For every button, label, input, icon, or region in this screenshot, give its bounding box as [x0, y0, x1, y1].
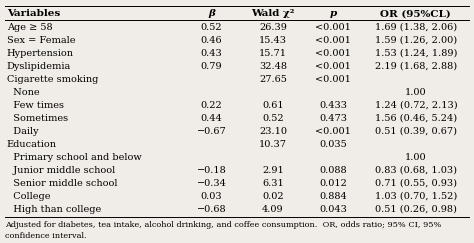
Text: Daily: Daily: [7, 127, 38, 136]
Text: Few times: Few times: [7, 101, 64, 110]
Text: −0.34: −0.34: [197, 179, 227, 188]
Text: Dyslipidemia: Dyslipidemia: [7, 62, 71, 71]
Text: 23.10: 23.10: [259, 127, 287, 136]
Text: Variables: Variables: [7, 9, 60, 18]
Text: 0.51 (0.39, 0.67): 0.51 (0.39, 0.67): [375, 127, 457, 136]
Text: 4.09: 4.09: [262, 205, 284, 214]
Text: <0.001: <0.001: [316, 23, 351, 32]
Text: β: β: [208, 9, 215, 18]
Text: None: None: [7, 88, 39, 97]
Text: 1.00: 1.00: [405, 153, 427, 162]
Text: 0.088: 0.088: [319, 166, 347, 175]
Text: 1.59 (1.26, 2.00): 1.59 (1.26, 2.00): [375, 36, 457, 45]
Text: −0.68: −0.68: [197, 205, 226, 214]
Text: 0.884: 0.884: [319, 192, 347, 201]
Text: 0.02: 0.02: [262, 192, 284, 201]
Text: 26.39: 26.39: [259, 23, 287, 32]
Text: 0.473: 0.473: [319, 114, 347, 123]
Text: <0.001: <0.001: [316, 36, 351, 45]
Text: 2.19 (1.68, 2.88): 2.19 (1.68, 2.88): [375, 62, 457, 71]
Text: <0.001: <0.001: [316, 127, 351, 136]
Text: 0.61: 0.61: [262, 101, 284, 110]
Text: 32.48: 32.48: [259, 62, 287, 71]
Text: Junior middle school: Junior middle school: [7, 166, 115, 175]
Text: 0.22: 0.22: [201, 101, 222, 110]
Text: 27.65: 27.65: [259, 75, 287, 84]
Text: 0.51 (0.26, 0.98): 0.51 (0.26, 0.98): [375, 205, 457, 214]
Text: Adjusted for diabetes, tea intake, alcohol drinking, and coffee consumption.  OR: Adjusted for diabetes, tea intake, alcoh…: [5, 221, 441, 229]
Text: −0.18: −0.18: [197, 166, 226, 175]
Text: p: p: [330, 9, 337, 18]
Text: 1.03 (0.70, 1.52): 1.03 (0.70, 1.52): [375, 192, 457, 201]
Text: 2.91: 2.91: [262, 166, 284, 175]
Text: Primary school and below: Primary school and below: [7, 153, 141, 162]
Text: confidence interval.: confidence interval.: [5, 233, 86, 241]
Text: 1.00: 1.00: [405, 88, 427, 97]
Text: 6.31: 6.31: [262, 179, 284, 188]
Text: 0.46: 0.46: [201, 36, 222, 45]
Text: 15.71: 15.71: [259, 49, 287, 58]
Text: −0.67: −0.67: [197, 127, 226, 136]
Text: 1.69 (1.38, 2.06): 1.69 (1.38, 2.06): [375, 23, 457, 32]
Text: 15.43: 15.43: [259, 36, 287, 45]
Text: 0.012: 0.012: [319, 179, 347, 188]
Text: <0.001: <0.001: [316, 49, 351, 58]
Text: 1.53 (1.24, 1.89): 1.53 (1.24, 1.89): [374, 49, 457, 58]
Text: Wald χ²: Wald χ²: [251, 9, 295, 18]
Text: 0.71 (0.55, 0.93): 0.71 (0.55, 0.93): [375, 179, 457, 188]
Text: <0.001: <0.001: [316, 62, 351, 71]
Text: High than college: High than college: [7, 205, 101, 214]
Text: Sex = Female: Sex = Female: [7, 36, 75, 45]
Text: 1.56 (0.46, 5.24): 1.56 (0.46, 5.24): [375, 114, 457, 123]
Text: 0.79: 0.79: [201, 62, 222, 71]
Text: Age ≥ 58: Age ≥ 58: [7, 23, 52, 32]
Text: Sometimes: Sometimes: [7, 114, 68, 123]
Text: 0.03: 0.03: [201, 192, 222, 201]
Text: 10.37: 10.37: [259, 140, 287, 149]
Text: OR (95%CL): OR (95%CL): [381, 9, 451, 18]
Text: 0.43: 0.43: [201, 49, 222, 58]
Text: 0.043: 0.043: [319, 205, 347, 214]
Text: 0.433: 0.433: [319, 101, 347, 110]
Text: 1.24 (0.72, 2.13): 1.24 (0.72, 2.13): [374, 101, 457, 110]
Text: Senior middle school: Senior middle school: [7, 179, 117, 188]
Text: Cigarette smoking: Cigarette smoking: [7, 75, 98, 84]
Text: Hypertension: Hypertension: [7, 49, 73, 58]
Text: 0.83 (0.68, 1.03): 0.83 (0.68, 1.03): [375, 166, 457, 175]
Text: 0.44: 0.44: [201, 114, 222, 123]
Text: College: College: [7, 192, 50, 201]
Text: 0.52: 0.52: [262, 114, 284, 123]
Text: 0.035: 0.035: [319, 140, 347, 149]
Text: <0.001: <0.001: [316, 75, 351, 84]
Text: 0.52: 0.52: [201, 23, 222, 32]
Text: Education: Education: [7, 140, 56, 149]
